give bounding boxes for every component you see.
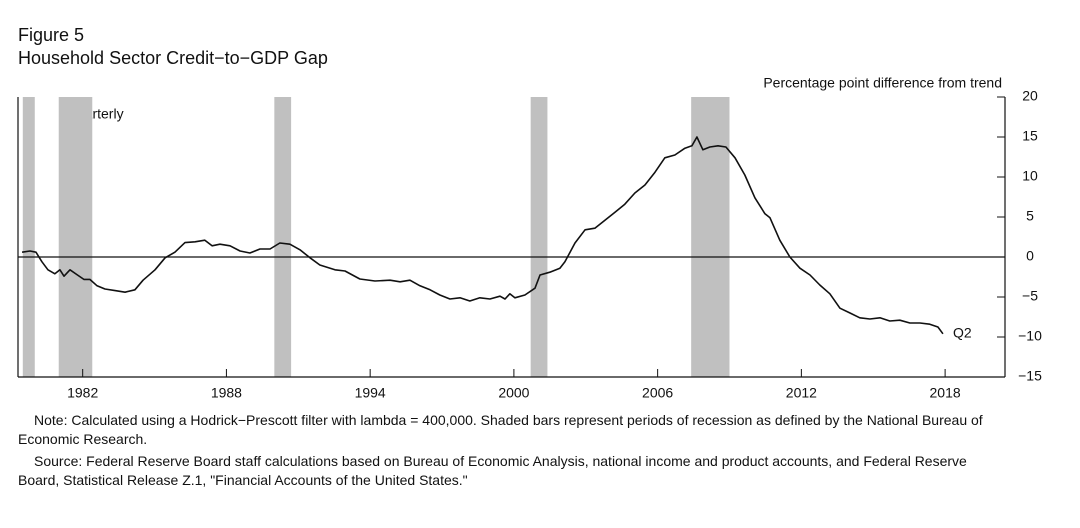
end-label: Q2 [953,325,972,341]
x-tick-label: 1994 [355,385,386,401]
y-tick-label: 10 [1022,168,1038,184]
source: Source: Federal Reserve Board staff calc… [18,453,967,488]
y-axis-label: Percentage point difference from trend [763,75,1002,91]
recession-bar [691,97,730,377]
x-tick-label: 1988 [211,385,242,401]
y-tick-label: 5 [1026,208,1034,224]
recession-bar [58,97,93,377]
chart-title: Household Sector Credit−to−GDP Gap [18,48,328,68]
recession-bar [22,97,35,377]
recession-bar [274,97,292,377]
figure-label: Figure 5 [18,25,85,45]
chart: Percentage point difference from trend Q… [17,75,1042,401]
x-tick-label: 2018 [930,385,961,401]
y-tick-label: 15 [1022,128,1038,144]
recession-bar [530,97,548,377]
note: Note: Calculated using a Hodrick−Prescot… [18,412,983,447]
y-tick-label: −5 [1022,288,1038,304]
x-tick-label: 2006 [642,385,673,401]
data-line [21,136,944,335]
notes: Note: Calculated using a Hodrick−Prescot… [18,411,1008,493]
y-tick-label: −15 [1018,368,1042,384]
y-tick-label: 0 [1026,248,1034,264]
y-tick-label: −10 [1018,328,1042,344]
x-tick-label: 1982 [67,385,98,401]
x-tick-label: 2012 [786,385,817,401]
x-tick-label: 2000 [498,385,529,401]
y-tick-label: 20 [1022,88,1038,104]
